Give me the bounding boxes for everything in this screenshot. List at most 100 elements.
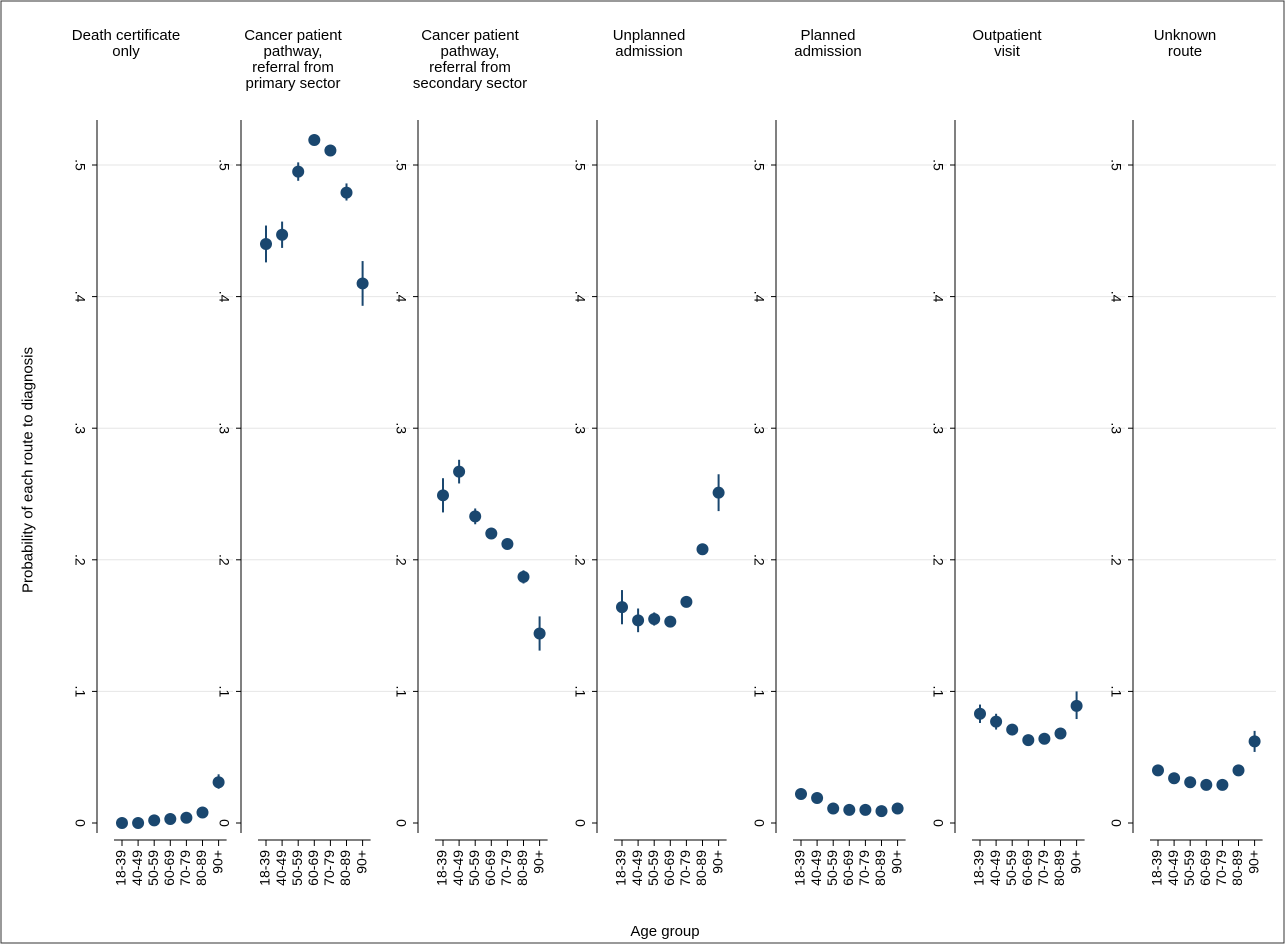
data-point xyxy=(1022,734,1035,747)
x-axis-label: Age group xyxy=(630,923,700,940)
data-point xyxy=(148,814,161,827)
y-tick-label: 0 xyxy=(930,819,946,827)
x-tick-label: 40-49 xyxy=(450,850,466,886)
x-tick-label: 90+ xyxy=(530,850,546,874)
data-point xyxy=(501,538,514,551)
y-tick-label: .5 xyxy=(216,159,232,171)
y-tick-label: .5 xyxy=(72,159,88,171)
x-tick-label: 90+ xyxy=(353,850,369,874)
x-tick-label: 18-39 xyxy=(971,850,987,886)
data-point xyxy=(533,627,546,640)
data-point xyxy=(164,813,177,826)
x-tick-label: 60-69 xyxy=(1019,850,1035,886)
x-tick-label: 90+ xyxy=(1067,850,1083,874)
y-tick-label: .3 xyxy=(751,422,767,434)
panel-title-line: Cancer patient xyxy=(244,27,342,44)
panel-title: Planned admission xyxy=(794,27,862,60)
x-tick-label: 18-39 xyxy=(792,850,808,886)
x-tick-label: 40-49 xyxy=(1165,850,1181,886)
x-tick-label: 50-59 xyxy=(1181,850,1197,886)
x-tick-label: 60-69 xyxy=(161,850,177,886)
panel-title: Outpatient visit xyxy=(972,27,1042,60)
y-tick-label: .2 xyxy=(930,554,946,566)
data-point xyxy=(648,613,661,626)
y-tick-label: 0 xyxy=(393,819,409,827)
y-tick-label: .3 xyxy=(572,422,588,434)
x-tick-label: 60-69 xyxy=(482,850,498,886)
y-tick-label: .5 xyxy=(751,159,767,171)
y-tick-label: .3 xyxy=(393,422,409,434)
data-point xyxy=(712,486,725,499)
y-tick-label: .4 xyxy=(216,291,232,303)
y-tick-label: .4 xyxy=(930,291,946,303)
y-tick-label: .2 xyxy=(72,554,88,566)
y-tick-label: .3 xyxy=(72,422,88,434)
panel-title: Death certificate only xyxy=(72,27,180,60)
data-point xyxy=(292,165,305,178)
y-tick-label: .2 xyxy=(751,554,767,566)
y-tick-label: 0 xyxy=(572,819,588,827)
x-tick-label: 70-79 xyxy=(321,850,337,886)
data-point xyxy=(485,527,498,540)
x-tick-label: 90+ xyxy=(888,850,904,874)
data-point xyxy=(116,817,128,829)
x-tick-label: 50-59 xyxy=(1003,850,1019,886)
x-tick-label: 70-79 xyxy=(677,850,693,886)
panel-title: Unknown route xyxy=(1154,27,1217,60)
y-tick-label: .2 xyxy=(1108,554,1124,566)
panel-title-line: Unknown xyxy=(1154,27,1217,44)
x-tick-label: 80-89 xyxy=(514,850,530,886)
x-tick-label: 50-59 xyxy=(466,850,482,886)
data-point xyxy=(1070,699,1083,712)
x-tick-label: 70-79 xyxy=(856,850,872,886)
data-point xyxy=(827,802,840,815)
panel-title-line: Planned xyxy=(800,27,855,44)
panel-title-line: secondary sector xyxy=(413,75,527,92)
data-point xyxy=(1216,778,1229,791)
data-point xyxy=(664,615,677,628)
data-point xyxy=(260,237,272,250)
panel-title-line: only xyxy=(112,43,140,60)
x-tick-label: 40-49 xyxy=(629,850,645,886)
panel-title-line: pathway, xyxy=(264,43,323,60)
data-point xyxy=(795,788,807,801)
data-point xyxy=(696,543,709,556)
y-axis-label: Probability of each route to diagnosis xyxy=(19,347,37,593)
y-tick-label: .1 xyxy=(572,686,588,698)
x-tick-label: 40-49 xyxy=(987,850,1003,886)
y-tick-label: .1 xyxy=(216,686,232,698)
x-tick-label: 50-59 xyxy=(145,850,161,886)
data-point xyxy=(811,791,824,804)
panel-title-line: pathway, xyxy=(441,43,500,60)
x-tick-label: 18-39 xyxy=(613,850,629,886)
y-tick-label: .1 xyxy=(1108,686,1124,698)
data-point xyxy=(132,817,145,829)
y-tick-label: .5 xyxy=(393,159,409,171)
data-point xyxy=(974,707,986,720)
y-tick-label: 0 xyxy=(751,819,767,827)
x-tick-label: 18-39 xyxy=(113,850,129,886)
panel-title: Cancer patient pathway, referral from secon… xyxy=(413,27,527,92)
data-point xyxy=(308,133,321,146)
y-tick-label: .2 xyxy=(572,554,588,566)
y-tick-label: .3 xyxy=(930,422,946,434)
data-point xyxy=(843,803,856,816)
y-tick-label: .4 xyxy=(572,291,588,303)
panel-title-line: Death certificate xyxy=(72,27,180,44)
x-tick-label: 18-39 xyxy=(1149,850,1165,886)
x-tick-label: 40-49 xyxy=(273,850,289,886)
panel-title-line: visit xyxy=(994,43,1021,60)
y-tick-label: .3 xyxy=(216,422,232,434)
panel-title-line: Outpatient xyxy=(972,27,1042,44)
y-tick-label: .4 xyxy=(751,291,767,303)
data-point xyxy=(990,715,1003,728)
x-tick-label: 60-69 xyxy=(305,850,321,886)
y-tick-label: .3 xyxy=(1108,422,1124,434)
x-tick-label: 40-49 xyxy=(808,850,824,886)
x-tick-label: 80-89 xyxy=(1051,850,1067,886)
data-point xyxy=(180,811,193,824)
x-tick-label: 50-59 xyxy=(289,850,305,886)
